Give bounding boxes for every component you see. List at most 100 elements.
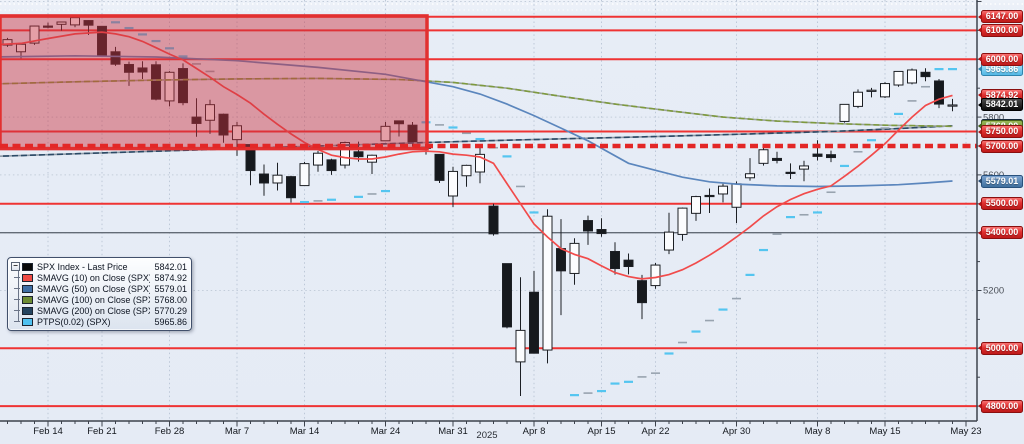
price-tag-red[interactable]: 5500.00 bbox=[978, 197, 1023, 211]
y-axis-label: 5200 bbox=[983, 286, 1004, 297]
candle bbox=[380, 125, 391, 142]
candle bbox=[218, 113, 229, 136]
legend-tree-connector bbox=[18, 270, 19, 322]
tree-stub bbox=[14, 310, 20, 311]
candle bbox=[596, 229, 607, 235]
x-axis-label: May 8 bbox=[805, 426, 831, 437]
legend-row[interactable]: SMAVG (10) on Close (SPX) 5874.92 bbox=[11, 272, 187, 283]
candle bbox=[772, 157, 782, 161]
candle bbox=[731, 183, 742, 208]
candle bbox=[340, 142, 350, 166]
candle bbox=[529, 291, 539, 354]
candle bbox=[272, 174, 283, 184]
price-tag-red[interactable]: 6000.00 bbox=[978, 52, 1023, 66]
ma-line bbox=[0, 77, 953, 128]
legend-label: PTPS(0.02) (SPX) bbox=[37, 316, 111, 327]
candle bbox=[488, 205, 499, 235]
x-axis-label: May 23 bbox=[950, 426, 981, 437]
year-label: 2025 bbox=[476, 430, 498, 441]
candle bbox=[313, 152, 323, 166]
price-tag-cyan[interactable]: 5965.86 bbox=[978, 62, 1023, 76]
legend-panel: − SPX Index - Last Price 5842.01 SMAVG (10)… bbox=[7, 257, 192, 331]
candle bbox=[556, 248, 566, 272]
price-tag-red[interactable]: 5400.00 bbox=[978, 226, 1023, 240]
candle bbox=[299, 163, 310, 187]
legend-swatch bbox=[22, 295, 33, 304]
legend-row[interactable]: SMAVG (50) on Close (SPX) 5579.01 bbox=[11, 283, 187, 294]
candle bbox=[16, 43, 26, 53]
candle bbox=[205, 104, 215, 121]
candle bbox=[866, 89, 877, 92]
candle bbox=[475, 153, 485, 173]
collapse-icon[interactable]: − bbox=[11, 262, 20, 271]
price-tag-red[interactable]: 5700.00 bbox=[978, 139, 1023, 153]
candle bbox=[56, 21, 67, 25]
candle bbox=[43, 25, 53, 28]
legend-row[interactable]: − SPX Index - Last Price 5842.01 bbox=[11, 261, 187, 272]
candle bbox=[2, 39, 13, 46]
legend-swatch bbox=[22, 284, 33, 293]
legend-row[interactable]: SMAVG (200) on Close (SPX) 5770.29 bbox=[11, 305, 187, 316]
legend-value: 5579.01 bbox=[154, 283, 187, 294]
legend-label: SMAVG (200) on Close (SPX) bbox=[37, 305, 151, 316]
candle bbox=[178, 68, 188, 104]
price-tag-red[interactable]: 5000.00 bbox=[978, 341, 1023, 355]
legend-value: 5770.29 bbox=[154, 305, 187, 316]
price-tag-red[interactable]: 6100.00 bbox=[978, 23, 1023, 37]
candle bbox=[745, 173, 755, 179]
price-tag-blue[interactable]: 5579.01 bbox=[978, 174, 1023, 188]
tree-stub bbox=[14, 277, 20, 278]
candle bbox=[637, 280, 647, 304]
legend-label: SMAVG (10) on Close (SPX) bbox=[37, 272, 151, 283]
tree-stub bbox=[14, 288, 20, 289]
candle bbox=[947, 104, 958, 107]
candle bbox=[164, 71, 175, 102]
x-axis-label: Apr 22 bbox=[642, 426, 670, 437]
candle bbox=[650, 264, 661, 287]
highlight-zone bbox=[0, 15, 427, 149]
candle bbox=[434, 153, 445, 181]
legend-label: SMAVG (50) on Close (SPX) bbox=[37, 283, 151, 294]
legend-row[interactable]: SMAVG (100) on Close (SPX) 5768.00 bbox=[11, 294, 187, 305]
price-tag-red[interactable]: 5750.00 bbox=[978, 125, 1023, 138]
candle bbox=[569, 242, 580, 274]
legend-swatch bbox=[22, 262, 33, 271]
legend-row[interactable]: PTPS(0.02) (SPX) 5965.86 bbox=[11, 316, 187, 327]
candle bbox=[191, 116, 202, 124]
legend-label: SPX Index - Last Price bbox=[37, 261, 128, 272]
candle bbox=[110, 51, 121, 65]
candle bbox=[812, 153, 823, 157]
candle bbox=[826, 154, 836, 159]
x-axis-label: Apr 30 bbox=[723, 426, 751, 437]
candle bbox=[623, 259, 634, 268]
price-tag-red[interactable]: 6147.00 bbox=[978, 10, 1023, 24]
candle bbox=[610, 250, 620, 270]
x-axis-label: Mar 31 bbox=[438, 426, 468, 437]
legend-label: SMAVG (100) on Close (SPX) bbox=[37, 294, 151, 305]
tree-stub bbox=[14, 321, 20, 322]
candle bbox=[880, 83, 890, 98]
candle bbox=[677, 207, 688, 235]
candle bbox=[29, 25, 40, 44]
candle bbox=[664, 231, 674, 251]
legend-value: 5768.00 bbox=[154, 294, 187, 305]
candle bbox=[839, 103, 850, 122]
candle bbox=[704, 194, 715, 198]
candle bbox=[151, 64, 161, 100]
candle bbox=[502, 263, 512, 328]
highlight-zone-border bbox=[0, 14, 429, 151]
candles-layer bbox=[2, 16, 958, 396]
price-tag-black[interactable]: 5842.01 bbox=[978, 98, 1023, 112]
x-axis-label: Mar 14 bbox=[290, 426, 320, 437]
price-tag-red[interactable]: 4800.00 bbox=[978, 399, 1023, 413]
legend-value: 5874.92 bbox=[154, 272, 187, 283]
candle bbox=[907, 69, 917, 84]
candle bbox=[799, 165, 809, 170]
x-axis-label: Mar 24 bbox=[371, 426, 401, 437]
x-axis-label: May 15 bbox=[869, 426, 900, 437]
candle bbox=[353, 151, 364, 158]
y-axis-label: 5800 bbox=[983, 112, 1004, 123]
candle bbox=[718, 185, 728, 195]
